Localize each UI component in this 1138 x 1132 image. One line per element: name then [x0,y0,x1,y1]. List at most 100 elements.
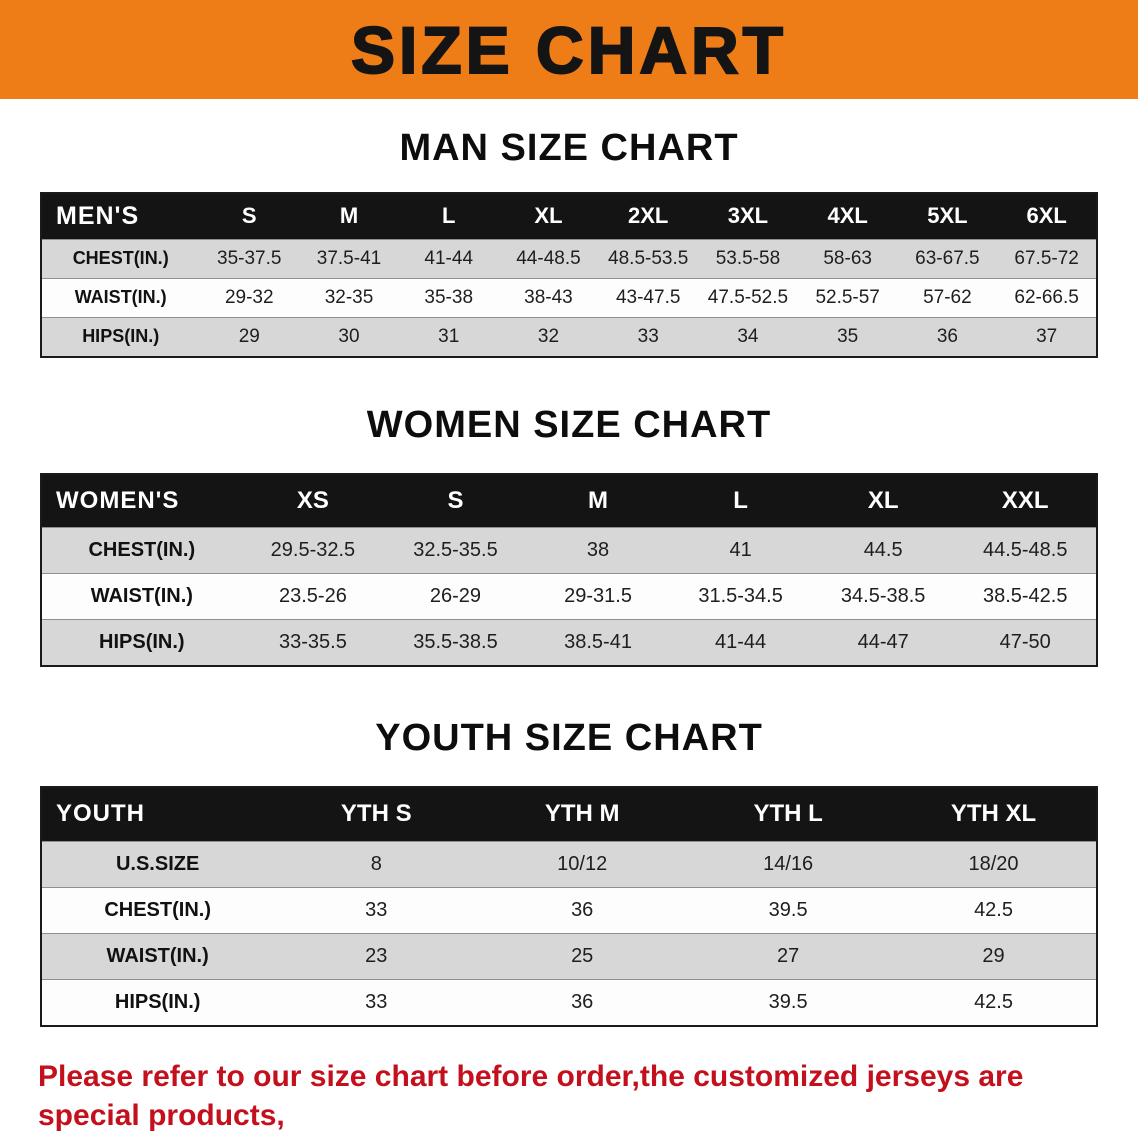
size-cell: 42.5 [891,978,1097,1026]
size-column-header: M [299,193,399,239]
row-label: WAIST(IN.) [41,573,242,620]
size-cell: 43-47.5 [598,277,699,317]
man-size-chart-title: MAN SIZE CHART [399,127,739,169]
size-cell: 57-62 [897,277,998,317]
size-column-header: 4XL [797,193,898,239]
size-cell: 29.5-32.5 [241,527,385,574]
size-column-header: S [199,193,300,239]
size-cell: 67.5-72 [997,238,1097,278]
size-cell: 31.5-34.5 [669,573,812,620]
size-cell: 53.5-58 [698,238,798,278]
size-column-header: L [669,473,812,528]
table-row: HIPS(IN.) 33-35.5 35.5-38.5 38.5-41 41-44 44-… [41,619,1097,666]
size-cell: 42.5 [891,886,1097,933]
size-cell: 29-32 [199,277,300,317]
size-cell: 29-31.5 [526,573,670,620]
size-cell: 37 [997,316,1097,357]
size-cell: 35-37.5 [199,238,300,278]
size-cell: 39.5 [685,978,892,1026]
size-column-header: S [384,473,527,528]
size-cell: 36 [897,316,998,357]
size-column-header: XL [811,473,955,528]
size-cell: 23.5-26 [241,573,385,620]
women-size-table: WOMEN'S XS S M L XL XXL CHEST(IN.) 29.5-32.5 32.5… [40,472,1098,667]
disclaimer-line-1: Please refer to our size chart before or… [38,1059,1024,1132]
row-label: HIPS(IN.) [41,978,274,1026]
size-cell: 34.5-38.5 [811,573,955,620]
size-cell: 27 [685,932,892,979]
size-cell: 62-66.5 [997,277,1097,317]
size-cell: 44-48.5 [498,238,599,278]
size-column-header: YTH XL [891,787,1097,841]
table-row: WAIST(IN.) 29-32 32-35 35-38 38-43 43-47.5 47.… [41,277,1097,317]
size-column-header: YTH M [479,787,686,841]
table-corner-label: MEN'S [41,193,200,239]
size-column-header: L [398,193,499,239]
size-cell: 32-35 [299,277,399,317]
size-cell: 35-38 [398,277,499,317]
disclaimer: Please refer to our size chart before or… [0,1057,1138,1132]
size-column-header: M [526,473,670,528]
man-size-chart-section: MAN SIZE CHART MEN'S S M L XL 2XL 3XL 4XL 5XL 6XL… [0,127,1138,358]
size-column-header: 2XL [598,193,699,239]
youth-size-table: YOUTH YTH S YTH M YTH L YTH XL U.S.SIZE 8 10/12… [40,786,1098,1027]
size-cell: 38 [526,527,670,574]
youth-size-chart-title: YOUTH SIZE CHART [375,717,763,759]
size-column-header: YTH L [685,787,892,841]
size-cell: 47-50 [954,619,1097,666]
size-cell: 35.5-38.5 [384,619,527,666]
youth-size-chart-section: YOUTH SIZE CHART YOUTH YTH S YTH M YTH L YTH… [0,717,1138,1027]
table-header-row: MEN'S S M L XL 2XL 3XL 4XL 5XL 6XL [41,193,1097,239]
size-column-header: XL [498,193,599,239]
size-cell: 35 [797,316,898,357]
size-cell: 38-43 [498,277,599,317]
size-cell: 30 [299,316,399,357]
table-row: CHEST(IN.) 33 36 39.5 42.5 [41,886,1097,933]
size-cell: 33 [273,886,480,933]
size-cell: 33 [273,978,480,1026]
table-header-row: WOMEN'S XS S M L XL XXL [41,473,1097,528]
size-cell: 44.5 [811,527,955,574]
table-corner-label: YOUTH [41,787,274,841]
size-chart-banner: SIZE CHART [0,0,1138,99]
size-cell: 25 [479,932,686,979]
row-label: HIPS(IN.) [41,619,242,666]
table-row: U.S.SIZE 8 10/12 14/16 18/20 [41,840,1097,887]
size-cell: 23 [273,932,480,979]
size-cell: 41-44 [398,238,499,278]
table-row: WAIST(IN.) 23.5-26 26-29 29-31.5 31.5-34.5 34… [41,573,1097,620]
size-cell: 31 [398,316,499,357]
banner-title: SIZE CHART [350,12,787,88]
table-row: HIPS(IN.) 33 36 39.5 42.5 [41,978,1097,1026]
size-cell: 39.5 [685,886,892,933]
women-size-chart-title: WOMEN SIZE CHART [366,403,772,446]
row-label: CHEST(IN.) [41,527,242,574]
size-column-header: XXL [954,473,1097,528]
size-column-header: 6XL [997,193,1097,239]
size-cell: 29 [199,316,300,357]
size-cell: 52.5-57 [797,277,898,317]
size-cell: 47.5-52.5 [698,277,798,317]
size-cell: 36 [479,978,686,1026]
size-cell: 63-67.5 [897,238,998,278]
table-row: CHEST(IN.) 35-37.5 37.5-41 41-44 44-48.5 48.5… [41,238,1097,278]
size-cell: 33-35.5 [241,619,385,666]
men-size-table: MEN'S S M L XL 2XL 3XL 4XL 5XL 6XL CHEST(IN.) 35-37… [40,192,1098,358]
size-cell: 48.5-53.5 [598,238,699,278]
size-column-header: 3XL [698,193,798,239]
row-label: U.S.SIZE [41,840,274,887]
table-corner-label: WOMEN'S [41,473,242,528]
size-cell: 33 [598,316,699,357]
table-row: WAIST(IN.) 23 25 27 29 [41,932,1097,979]
size-column-header: YTH S [273,787,480,841]
size-cell: 36 [479,886,686,933]
size-cell: 37.5-41 [299,238,399,278]
row-label: WAIST(IN.) [41,277,200,317]
size-cell: 32.5-35.5 [384,527,527,574]
size-cell: 18/20 [891,840,1097,887]
table-header-row: YOUTH YTH S YTH M YTH L YTH XL [41,787,1097,841]
size-cell: 41-44 [669,619,812,666]
size-cell: 34 [698,316,798,357]
size-cell: 29 [891,932,1097,979]
